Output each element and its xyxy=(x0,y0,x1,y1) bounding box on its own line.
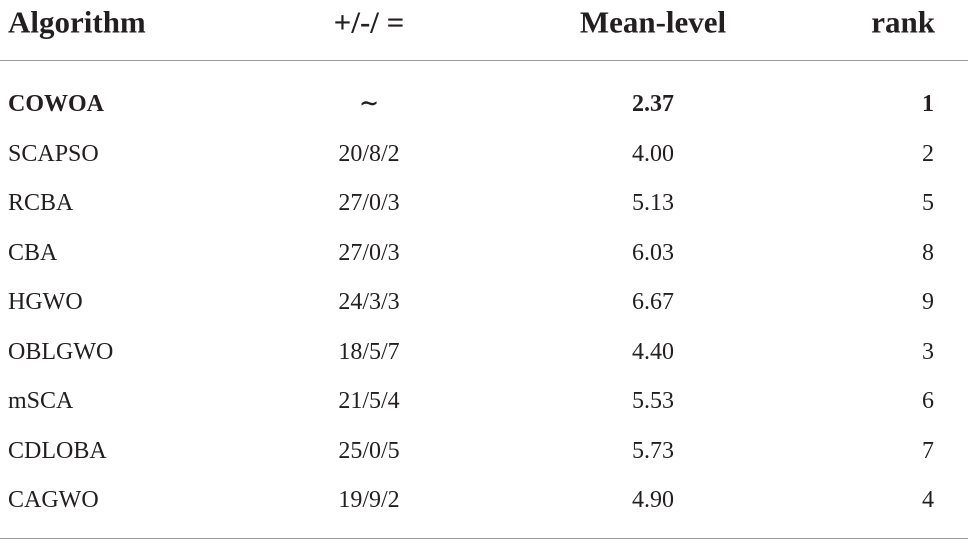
comparison-cell: 27/0/3 xyxy=(338,190,400,216)
algorithm-cell: CBA xyxy=(8,239,58,266)
comparison-cell: 21/5/4 xyxy=(338,388,400,414)
rank-cell: 7 xyxy=(922,437,934,464)
rank-cell: 4 xyxy=(922,487,934,513)
rank-cell: 1 xyxy=(922,91,934,117)
header-algorithm: Algorithm xyxy=(8,4,146,40)
comparison-cell: 24/3/3 xyxy=(338,289,400,315)
algorithm-cell: CDLOBA xyxy=(8,437,107,464)
algorithm-cell: COWOA xyxy=(8,91,104,117)
comparison-cell: 25/0/5 xyxy=(338,437,400,464)
comparison-cell: 20/8/2 xyxy=(338,140,400,167)
comparison-cell: 18/5/7 xyxy=(338,338,400,365)
algorithm-cell: OBLGWO xyxy=(8,338,114,365)
algorithm-cell: SCAPSO xyxy=(8,140,99,167)
comparison-cell: 19/9/2 xyxy=(338,487,400,513)
mean-level-cell: 5.73 xyxy=(632,437,674,464)
rank-cell: 2 xyxy=(922,140,934,167)
comparison-cell: 27/0/3 xyxy=(338,239,400,266)
header-mean-level: Mean-level xyxy=(579,4,727,40)
header-rank: rank xyxy=(871,4,935,40)
mean-level-cell: 6.03 xyxy=(632,239,674,266)
rank-cell: 5 xyxy=(922,190,934,216)
rank-cell: 6 xyxy=(922,388,934,414)
bottom-rule xyxy=(0,538,968,539)
rank-cell: 3 xyxy=(922,338,934,365)
mean-level-cell: 4.40 xyxy=(632,338,674,365)
algorithm-cell: RCBA xyxy=(8,190,74,216)
mean-level-cell: 5.53 xyxy=(632,388,674,414)
comparison-cell: ∼ xyxy=(358,91,380,117)
algorithm-cell: CAGWO xyxy=(8,487,99,513)
algorithm-cell: mSCA xyxy=(8,388,74,414)
algorithm-cell: HGWO xyxy=(8,289,83,315)
rank-cell: 9 xyxy=(922,289,934,315)
header-comparison: +/-/ = xyxy=(333,4,405,40)
mean-level-cell: 4.00 xyxy=(632,140,674,167)
mean-level-cell: 6.67 xyxy=(632,289,674,315)
header-rule xyxy=(0,60,968,61)
mean-level-cell: 4.90 xyxy=(632,487,674,513)
mean-level-cell: 2.37 xyxy=(632,91,674,117)
rank-cell: 8 xyxy=(922,239,934,266)
mean-level-cell: 5.13 xyxy=(632,190,674,216)
